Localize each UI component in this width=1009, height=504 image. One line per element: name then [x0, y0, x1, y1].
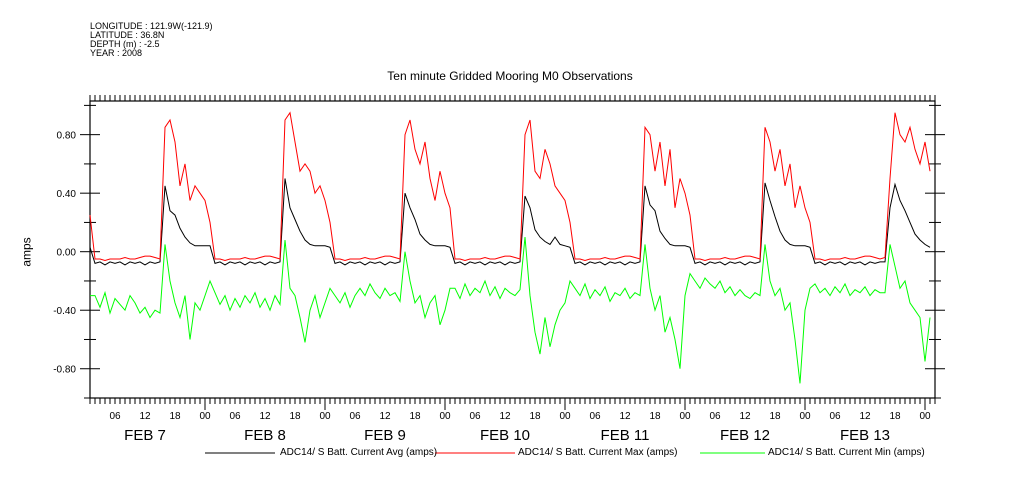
y-tick-label: -0.40: [53, 306, 76, 317]
day-label: FEB 7: [124, 427, 166, 444]
depth-label: DEPTH (m) : -2.5: [90, 39, 160, 49]
legend-label-avg: ADC14/ S Batt. Current Avg (amps): [280, 447, 438, 458]
day-label: FEB 9: [364, 427, 406, 444]
x-tick-label: 12: [499, 411, 511, 422]
x-tick-label: 06: [469, 411, 481, 422]
x-tick-label: 00: [319, 411, 331, 422]
day-label: FEB 13: [840, 427, 890, 444]
x-tick-label: 18: [289, 411, 301, 422]
day-label: FEB 10: [480, 427, 530, 444]
chart-title: Ten minute Gridded Mooring M0 Observatio…: [387, 69, 633, 83]
legend-label-max: ADC14/ S Batt. Current Max (amps): [518, 447, 678, 458]
x-tick-label: 06: [109, 411, 121, 422]
x-tick-label: 06: [709, 411, 721, 422]
x-tick-label: 18: [409, 411, 421, 422]
y-tick-label: 0.00: [57, 248, 77, 259]
x-tick-label: 12: [379, 411, 391, 422]
longitude-label: LONGITUDE : 121.9W(-121.9): [90, 21, 213, 31]
series-line-max: [89, 111, 931, 262]
day-label: FEB 8: [244, 427, 286, 444]
x-tick-label: 06: [589, 411, 601, 422]
x-tick-label: 00: [559, 411, 571, 422]
x-tick-label: 18: [889, 411, 901, 422]
x-tick-label: 06: [229, 411, 241, 422]
y-tick-label: -0.80: [53, 365, 76, 376]
y-tick-label: 0.40: [57, 189, 77, 200]
year-label: YEAR : 2008: [90, 48, 143, 58]
x-tick-label: 18: [769, 411, 781, 422]
x-tick-label: 06: [829, 411, 841, 422]
day-label: FEB 11: [601, 427, 650, 444]
x-tick-label: 00: [439, 411, 451, 422]
day-label: FEB 12: [720, 427, 770, 444]
series-line-min: [90, 237, 931, 384]
x-tick-label: 12: [739, 411, 751, 422]
x-tick-label: 00: [919, 411, 931, 422]
x-tick-label: 00: [199, 411, 211, 422]
x-tick-label: 12: [259, 411, 271, 422]
x-tick-label: 12: [139, 411, 151, 422]
series-line-avg: [89, 178, 931, 266]
latitude-label: LATITUDE : 36.8N: [90, 30, 165, 40]
x-tick-label: 18: [529, 411, 541, 422]
x-tick-label: 00: [679, 411, 691, 422]
x-tick-label: 12: [619, 411, 631, 422]
axes-frame: [89, 100, 936, 399]
x-tick-label: 18: [649, 411, 661, 422]
x-tick-label: 18: [169, 411, 181, 422]
x-tick-label: 12: [859, 411, 871, 422]
x-tick-label: 06: [349, 411, 361, 422]
x-tick-label: 00: [799, 411, 811, 422]
y-tick-label: 0.80: [57, 131, 77, 142]
legend-label-min: ADC14/ S Batt. Current Min (amps): [768, 447, 925, 458]
